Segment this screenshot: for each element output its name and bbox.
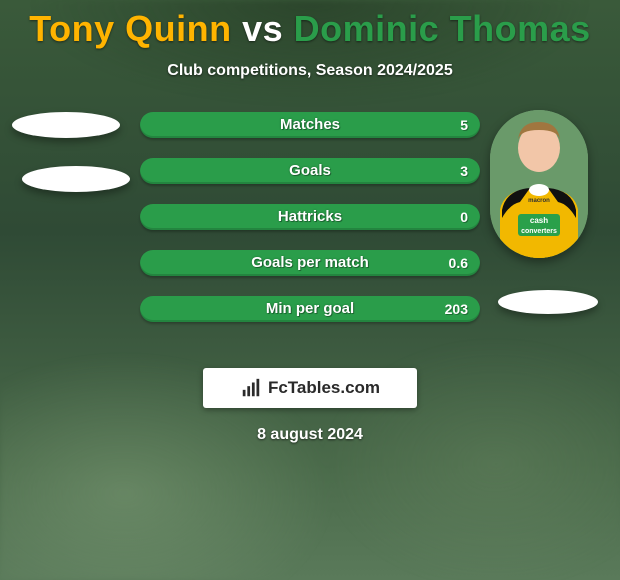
stat-bar-label: Hattricks [140,204,480,230]
stat-bar: Hattricks0 [140,204,480,230]
svg-text:macron: macron [528,198,550,204]
date-stamp: 8 august 2024 [0,426,620,444]
stat-bar-right-value: 5 [460,112,468,138]
bar-chart-icon [240,377,262,399]
svg-text:converters: converters [521,228,557,235]
subtitle: Club competitions, Season 2024/2025 [0,62,620,80]
stat-bar-label: Matches [140,112,480,138]
stat-bar-label: Goals [140,158,480,184]
stat-bar-right-value: 3 [460,158,468,184]
stat-bar-label: Min per goal [140,296,480,322]
right-player-photo: macron cash converters [490,110,588,258]
comparison-area: Matches5Goals3Hattricks0Goals per match0… [0,110,620,350]
stat-bar-right-value: 203 [445,296,468,322]
stat-bars: Matches5Goals3Hattricks0Goals per match0… [140,112,480,342]
stat-bar: Matches5 [140,112,480,138]
left-placeholder-ellipse-1 [12,112,120,138]
stat-bar-right-value: 0 [460,204,468,230]
stat-bar: Goals3 [140,158,480,184]
brand-badge: FcTables.com [203,368,417,408]
title-player1: Tony Quinn [29,8,231,49]
title-player2: Dominic Thomas [294,8,591,49]
title-vs: vs [242,8,283,49]
svg-text:cash: cash [530,216,548,225]
brand-text: FcTables.com [268,378,380,398]
page-title: Tony Quinn vs Dominic Thomas [0,0,620,50]
stat-bar-right-value: 0.6 [449,250,468,276]
stat-bar: Min per goal203 [140,296,480,322]
left-placeholder-ellipse-2 [22,166,130,192]
player-portrait-icon: macron cash converters [490,110,588,258]
left-player-placeholder [12,112,130,192]
stat-bar-label: Goals per match [140,250,480,276]
right-placeholder-ellipse [498,290,598,314]
stat-bar: Goals per match0.6 [140,250,480,276]
